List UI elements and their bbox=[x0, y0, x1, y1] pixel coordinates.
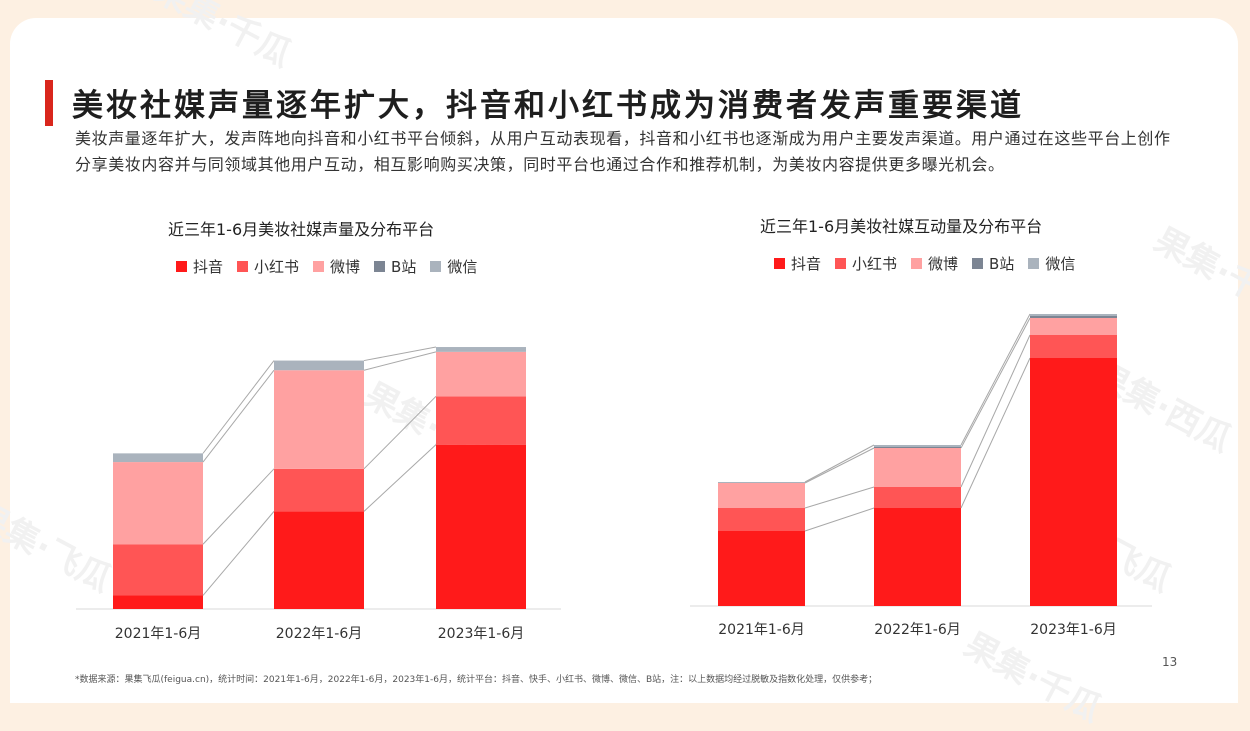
connector-line bbox=[960, 313, 1031, 446]
bar-segment-抖音 bbox=[113, 595, 203, 609]
connector-line bbox=[363, 444, 437, 512]
legend-label: B站 bbox=[391, 258, 417, 276]
connector-line bbox=[363, 351, 437, 371]
bar-segment-微信 bbox=[1030, 314, 1117, 316]
connector-line bbox=[804, 447, 875, 484]
bar-segment-小红书 bbox=[436, 396, 526, 445]
legend-label: B站 bbox=[989, 255, 1015, 273]
legend-item: 微博 bbox=[911, 253, 958, 274]
legend-label: 小红书 bbox=[254, 258, 300, 276]
connector-line bbox=[804, 444, 875, 483]
bar-segment-微博 bbox=[274, 370, 364, 469]
page-number: 13 bbox=[1162, 655, 1178, 669]
bar-segment-微博 bbox=[874, 448, 961, 487]
connector-line bbox=[804, 486, 875, 509]
legend-item: 小红书 bbox=[835, 253, 897, 274]
bar-segment-抖音 bbox=[874, 508, 961, 606]
legend-label: 微博 bbox=[928, 255, 959, 273]
bar-segment-微博 bbox=[718, 483, 805, 508]
legend-item: 微信 bbox=[430, 256, 477, 277]
bar-segment-微信 bbox=[436, 347, 526, 352]
bar-segment-微信 bbox=[113, 453, 203, 463]
connector-line bbox=[960, 317, 1031, 449]
bar-segment-抖音 bbox=[718, 531, 805, 606]
bar-segment-抖音 bbox=[436, 444, 526, 609]
legend-item: 抖音 bbox=[176, 256, 223, 277]
legend-swatch bbox=[774, 258, 785, 269]
legend-label: 抖音 bbox=[791, 255, 822, 273]
legend-swatch bbox=[835, 258, 847, 269]
x-tick-label: 2023年1-6月 bbox=[1030, 622, 1117, 638]
bar-segment-微博 bbox=[436, 351, 526, 397]
legend-volume: 抖音 小红书 微博 B站 微信 bbox=[176, 256, 477, 277]
legend-swatch bbox=[237, 261, 249, 272]
legend-label: 小红书 bbox=[852, 255, 898, 273]
bar-segment-小红书 bbox=[274, 468, 364, 512]
chart-title-interaction: 近三年1-6月美妆社媒互动量及分布平台 bbox=[760, 217, 1043, 236]
bar-segment-小红书 bbox=[718, 508, 805, 531]
x-tick-label: 2022年1-6月 bbox=[276, 626, 363, 642]
bar-segment-小红书 bbox=[1030, 335, 1117, 358]
page-title: 美妆社媒声量逐年扩大，抖音和小红书成为消费者发声重要渠道 bbox=[72, 88, 1024, 124]
bar-segment-小红书 bbox=[113, 544, 203, 596]
connector-line bbox=[202, 468, 275, 545]
charts-canvas: 2021年1-6月 2022年1-6月 2023年1-6月 2021年1-6月 2022… bbox=[76, 313, 1152, 642]
x-tick-label: 2021年1-6月 bbox=[115, 626, 202, 642]
legend-item: 抖音 bbox=[774, 253, 821, 274]
intro-paragraph: 美妆声量逐年扩大，发声阵地向抖音和小红书平台倾斜，从用户互动表现看，抖音和小红书… bbox=[75, 129, 1171, 174]
bar-segment-微博 bbox=[1030, 318, 1117, 335]
bar-segment-抖音 bbox=[1030, 358, 1117, 606]
connector-line bbox=[804, 507, 875, 532]
bar-segment-微信 bbox=[274, 360, 364, 371]
legend-item: 小红书 bbox=[237, 256, 299, 277]
connector-line bbox=[202, 511, 275, 596]
bar-segment-微博 bbox=[113, 462, 203, 545]
legend-interaction: 抖音 小红书 微博 B站 微信 bbox=[774, 253, 1075, 274]
bar-segment-抖音 bbox=[274, 511, 364, 609]
legend-item: B站 bbox=[374, 256, 416, 277]
legend-item: B站 bbox=[972, 253, 1014, 274]
legend-swatch bbox=[374, 261, 386, 272]
legend-item: 微信 bbox=[1028, 253, 1075, 274]
connector-line bbox=[202, 360, 275, 454]
x-tick-label: 2021年1-6月 bbox=[718, 622, 805, 638]
connector-line bbox=[363, 395, 437, 470]
legend-swatch bbox=[1028, 258, 1040, 269]
connector-line bbox=[202, 369, 275, 463]
connector-line bbox=[960, 334, 1031, 488]
legend-swatch bbox=[313, 261, 325, 272]
legend-swatch bbox=[430, 261, 442, 272]
bar-segment-微信 bbox=[718, 482, 805, 483]
legend-swatch bbox=[176, 261, 187, 272]
legend-swatch bbox=[911, 258, 923, 269]
bar-segment-小红书 bbox=[874, 487, 961, 508]
legend-item: 微博 bbox=[313, 256, 360, 277]
connector-line bbox=[363, 346, 437, 362]
x-tick-label: 2022年1-6月 bbox=[874, 622, 961, 638]
bar-segment-B站 bbox=[1030, 316, 1117, 318]
title-accent-bar bbox=[45, 80, 53, 126]
data-source-note: *数据来源：果集飞瓜(feigua.cn)，统计时间：2021年1-6月，202… bbox=[75, 675, 878, 685]
bar-segment-B站 bbox=[874, 447, 961, 448]
legend-label: 抖音 bbox=[193, 258, 224, 276]
x-tick-label: 2023年1-6月 bbox=[438, 626, 525, 642]
legend-swatch bbox=[972, 258, 984, 269]
bar-segment-微信 bbox=[874, 445, 961, 447]
legend-label: 微信 bbox=[447, 258, 478, 276]
legend-label: 微信 bbox=[1045, 255, 1076, 273]
chart-title-volume: 近三年1-6月美妆社媒声量及分布平台 bbox=[168, 220, 435, 239]
legend-label: 微博 bbox=[330, 258, 361, 276]
connector-line bbox=[960, 357, 1031, 509]
